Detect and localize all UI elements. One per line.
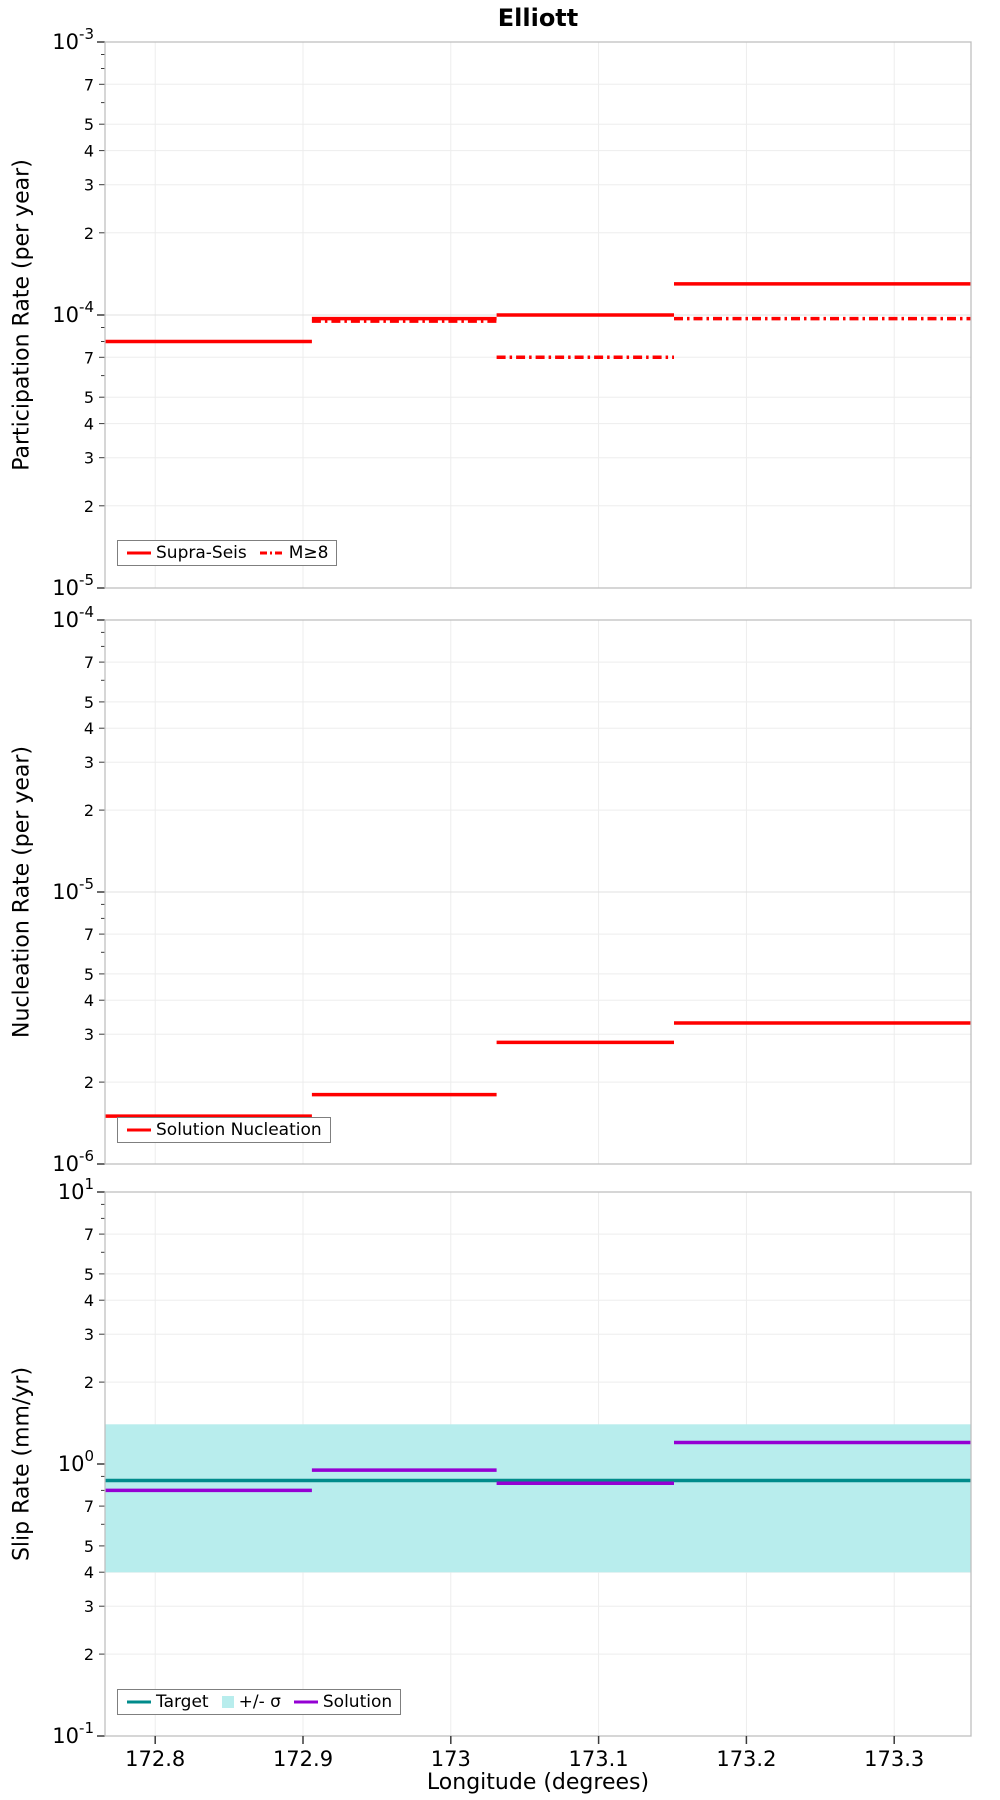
y-minor-tick-label: 3 [84,1597,94,1616]
legend-entry-supra-seis: Supra-Seis [126,543,247,563]
sigma-band-patch-icon [221,1696,234,1708]
x-axis-title: Longitude (degrees) [426,1770,650,1795]
y-tick-label: 10-3 [52,25,94,54]
y-tick-label: 10-4 [52,603,94,632]
legend-label-sigma: +/- σ [238,1692,281,1712]
y-tick-label: 10-6 [52,1147,94,1176]
y-minor-tick-label: 5 [84,388,94,407]
target-line-icon [127,1700,151,1704]
y-minor-tick-label: 4 [84,415,94,434]
x-tick-label: 173.1 [569,1747,629,1771]
y-tick-label: 100 [58,1447,94,1476]
y-minor-tick-label: 7 [84,1497,94,1516]
y-minor-tick-label: 3 [84,753,94,772]
y-minor-tick-label: 4 [84,1291,94,1310]
y-minor-tick-label: 7 [84,1225,94,1244]
y-axis-title-nucleation: Nucleation Rate (per year) [9,746,35,1038]
x-tick-label: 173.2 [716,1747,776,1771]
y-minor-tick-label: 3 [84,449,94,468]
legend-entry-sigma: +/- σ [221,1692,281,1712]
y-minor-tick-label: 3 [84,1025,94,1044]
x-tick-label: 172.8 [125,1747,185,1771]
legend-entry-solution: Solution [293,1692,392,1712]
y-axis-title-slip-rate: Slip Rate (mm/yr) [9,1366,35,1562]
y-minor-tick-label: 3 [84,176,94,195]
x-tick-label: 173.3 [864,1747,924,1771]
y-minor-tick-label: 7 [84,653,94,672]
y-minor-tick-label: 5 [84,693,94,712]
m8-dashdot-line-icon [259,551,284,555]
legend-entry-m8: M≥8 [259,543,329,563]
legend-entry-solution-nucleation: Solution Nucleation [126,1120,322,1140]
plot-frame-slip-rate [104,1191,972,1737]
legend-entry-target: Target [126,1692,209,1712]
y-minor-tick-label: 7 [84,925,94,944]
sigma-band-swatch [221,1696,234,1708]
y-minor-tick-label: 2 [84,497,94,516]
y-minor-tick-label: 4 [84,142,94,161]
y-minor-tick-label: 7 [84,348,94,367]
y-minor-tick-label: 5 [84,965,94,984]
y-minor-tick-label: 5 [84,1265,94,1284]
y-minor-tick-label: 4 [84,991,94,1010]
y-minor-tick-label: 4 [84,1563,94,1582]
y-tick-label: 10-5 [52,571,94,600]
y-minor-tick-label: 2 [84,224,94,243]
solution-nucleation-line-icon [127,1128,151,1132]
y-minor-tick-label: 2 [84,1373,94,1392]
sigma-band [105,1424,971,1573]
supra-seis-line-icon [127,551,151,555]
legend-label-solution-nucleation: Solution Nucleation [156,1120,322,1140]
y-axis-title-participation: Participation Rate (per year) [9,159,35,471]
plot-frame-nucleation [104,619,972,1165]
legend-nucleation: Solution Nucleation [117,1117,331,1143]
legend-label-m8: M≥8 [288,543,329,563]
x-tick-label: 173 [431,1747,471,1771]
legend-label-supra-seis: Supra-Seis [156,543,247,563]
legend-participation: Supra-Seis M≥8 [117,540,338,566]
legend-label-solution: Solution [322,1692,393,1712]
y-minor-tick-label: 7 [84,75,94,94]
figure-title: Elliott [497,4,579,32]
y-tick-label: 10-1 [52,1719,94,1748]
y-tick-label: 10-4 [52,298,94,327]
y-tick-label: 10-5 [52,875,94,904]
y-minor-tick-label: 2 [84,1645,94,1664]
y-minor-tick-label: 5 [84,115,94,134]
y-minor-tick-label: 5 [84,1537,94,1556]
y-tick-label: 101 [58,1175,94,1204]
solution-line-icon [293,1700,318,1704]
y-minor-tick-label: 2 [84,1073,94,1092]
y-minor-tick-label: 2 [84,801,94,820]
x-tick-label: 172.9 [273,1747,333,1771]
legend-slip-rate: Target +/- σ Solution [117,1689,402,1715]
plot-frame-participation [104,41,972,589]
y-minor-tick-label: 3 [84,1325,94,1344]
y-minor-tick-label: 4 [84,719,94,738]
legend-label-target: Target [156,1692,209,1712]
